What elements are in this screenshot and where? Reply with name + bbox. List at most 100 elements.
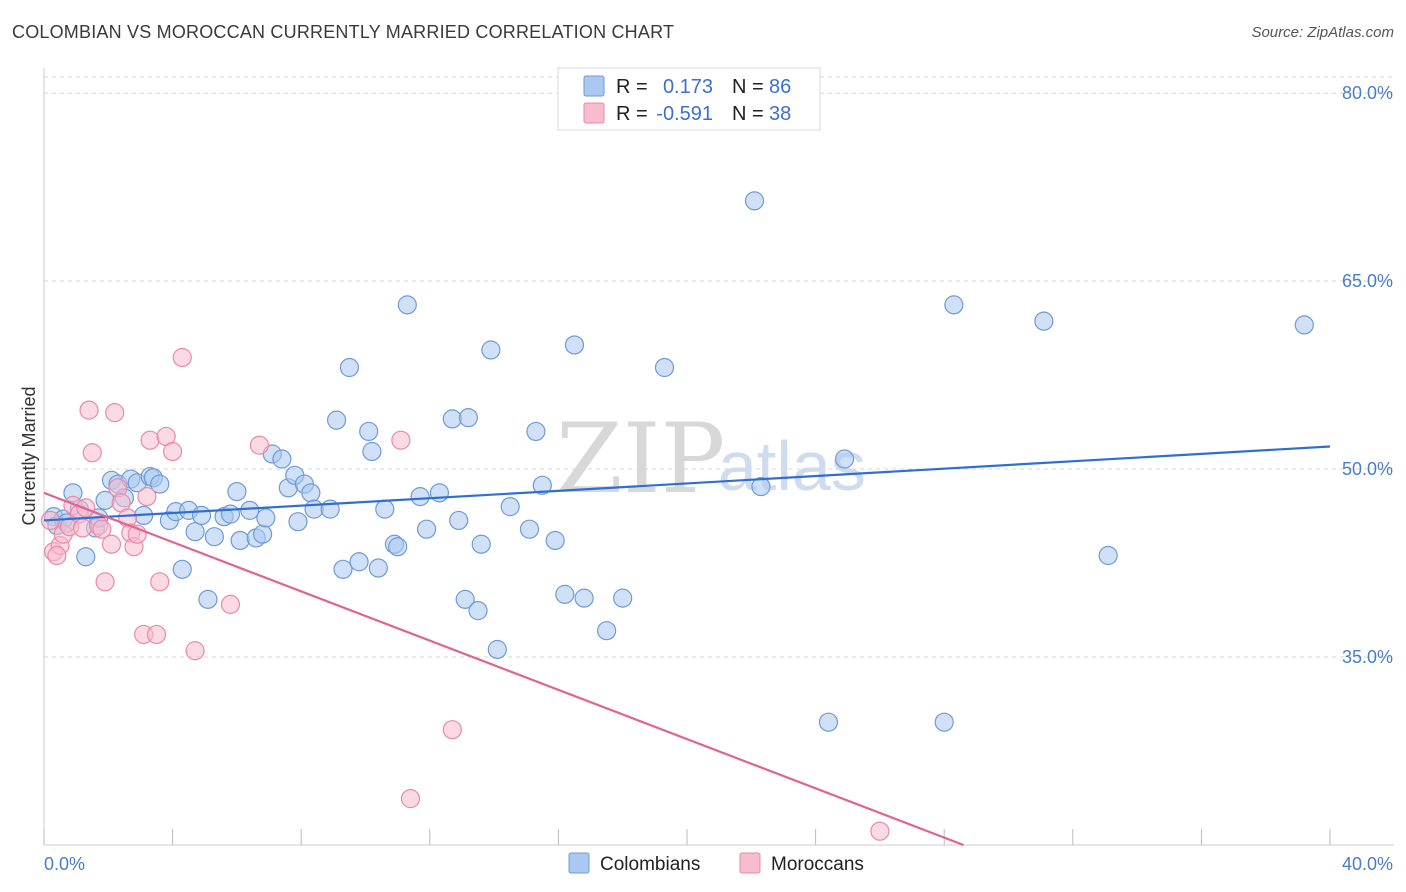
colombian-point: [487, 639, 507, 660]
colombian-point: [834, 449, 855, 469]
moroccan-point: [140, 430, 160, 450]
moroccan-point: [185, 641, 205, 661]
colombian-point: [304, 499, 324, 519]
colombian-point: [468, 601, 488, 621]
colombian-point: [429, 483, 450, 503]
moroccan-point: [95, 572, 115, 592]
colombian-point: [744, 191, 765, 211]
moroccan-point: [163, 441, 183, 462]
colombian-point: [272, 449, 292, 469]
colombian-point: [934, 712, 954, 732]
colombian-point: [220, 504, 241, 524]
colombian-point: [818, 712, 839, 732]
colombian-point: [230, 530, 250, 551]
colombian-point: [1034, 311, 1054, 331]
moroccan-point: [870, 821, 890, 841]
y-axis-label: Currently Married: [19, 386, 39, 525]
moroccan-point: [146, 624, 167, 645]
legend-n-label-2: N =: [732, 103, 764, 125]
legend-n-label-1: N =: [732, 76, 764, 98]
moroccan-point: [400, 789, 421, 809]
colombian-point: [555, 584, 575, 604]
y-tick-label: 35.0%: [1342, 647, 1393, 667]
y-ticks: 35.0% 50.0% 65.0% 80.0%: [1342, 83, 1393, 667]
colombian-point: [150, 474, 170, 494]
watermark-zip: ZIP: [556, 403, 725, 515]
bottom-legend-swatch-colombians: [568, 852, 590, 874]
colombian-point: [253, 524, 273, 544]
moroccan-point: [442, 720, 462, 740]
colombian-point: [449, 510, 469, 531]
legend-box: R = 0.173 N = 86 R = -0.591 N = 38: [557, 67, 821, 131]
colombian-point: [333, 559, 353, 579]
colombian-point: [172, 559, 192, 579]
colombian-point: [301, 483, 321, 503]
moroccans-trendline: [43, 491, 964, 847]
colombian-point: [362, 441, 382, 462]
colombian-point: [654, 357, 675, 378]
colombian-point: [388, 537, 408, 557]
colombian-point: [185, 522, 205, 542]
colombian-point: [519, 519, 540, 539]
colombian-point: [349, 552, 369, 572]
colombian-point: [204, 527, 224, 547]
moroccan-point: [172, 347, 192, 368]
bottom-legend-moroccans: Moroccans: [771, 854, 864, 875]
axes: [43, 68, 1394, 846]
x-tick-label-max: 40.0%: [1342, 854, 1393, 874]
colombian-point: [471, 534, 491, 554]
colombian-point: [613, 588, 633, 608]
legend-swatch-colombians: [583, 75, 605, 97]
bottom-legend-colombians: Colombians: [600, 854, 700, 875]
colombian-point: [455, 589, 475, 609]
colombian-point: [76, 547, 96, 567]
colombian-point: [500, 497, 520, 517]
colombian-point: [368, 558, 388, 578]
colombian-point: [339, 357, 360, 378]
colombian-point: [574, 588, 594, 608]
moroccan-point: [79, 400, 99, 420]
moroccan-point: [249, 435, 270, 455]
colombian-point: [458, 408, 478, 428]
colombian-point: [481, 340, 501, 360]
chart-title: COLOMBIAN VS MOROCCAN CURRENTLY MARRIED …: [12, 22, 675, 42]
legend-r-value-2: -0.591: [656, 103, 713, 125]
bottom-legend-swatch-moroccans: [739, 852, 761, 874]
colombian-point: [198, 589, 218, 609]
colombian-point: [532, 475, 552, 495]
colombian-point: [597, 621, 617, 641]
colombian-point: [256, 508, 276, 528]
y-tick-label: 80.0%: [1342, 83, 1393, 103]
moroccan-point: [92, 519, 112, 539]
moroccan-point: [150, 572, 170, 592]
legend-r-value-1: 0.173: [663, 76, 713, 98]
x-ticks: 0.0% 40.0%: [43, 829, 1393, 874]
colombian-point: [1294, 315, 1314, 335]
moroccan-point: [391, 430, 411, 450]
colombian-point: [227, 481, 247, 502]
colombian-point: [410, 487, 430, 507]
legend-swatch-moroccans: [583, 102, 605, 124]
moroccan-point: [105, 403, 125, 423]
watermark: ZIP atlas: [556, 403, 866, 515]
colombian-point: [442, 409, 462, 429]
colombians-trendline: [43, 445, 1331, 522]
x-tick-label-min: 0.0%: [44, 854, 85, 874]
legend-n-value-1: 86: [769, 76, 791, 98]
colombian-point: [1098, 545, 1118, 566]
colombian-point: [375, 499, 395, 519]
moroccan-point: [101, 534, 122, 554]
colombian-point: [191, 505, 212, 526]
moroccan-point: [220, 594, 241, 614]
moroccan-point: [137, 487, 157, 507]
colombian-point: [526, 421, 546, 442]
source-credit: Source: ZipAtlas.com: [1251, 24, 1394, 41]
colombian-point: [564, 335, 585, 355]
moroccan-point: [82, 443, 102, 463]
trendlines: [43, 445, 1331, 847]
colombian-point: [397, 295, 417, 315]
moroccan-point: [72, 518, 93, 538]
moroccan-point: [47, 545, 67, 566]
y-tick-label: 50.0%: [1342, 459, 1393, 479]
